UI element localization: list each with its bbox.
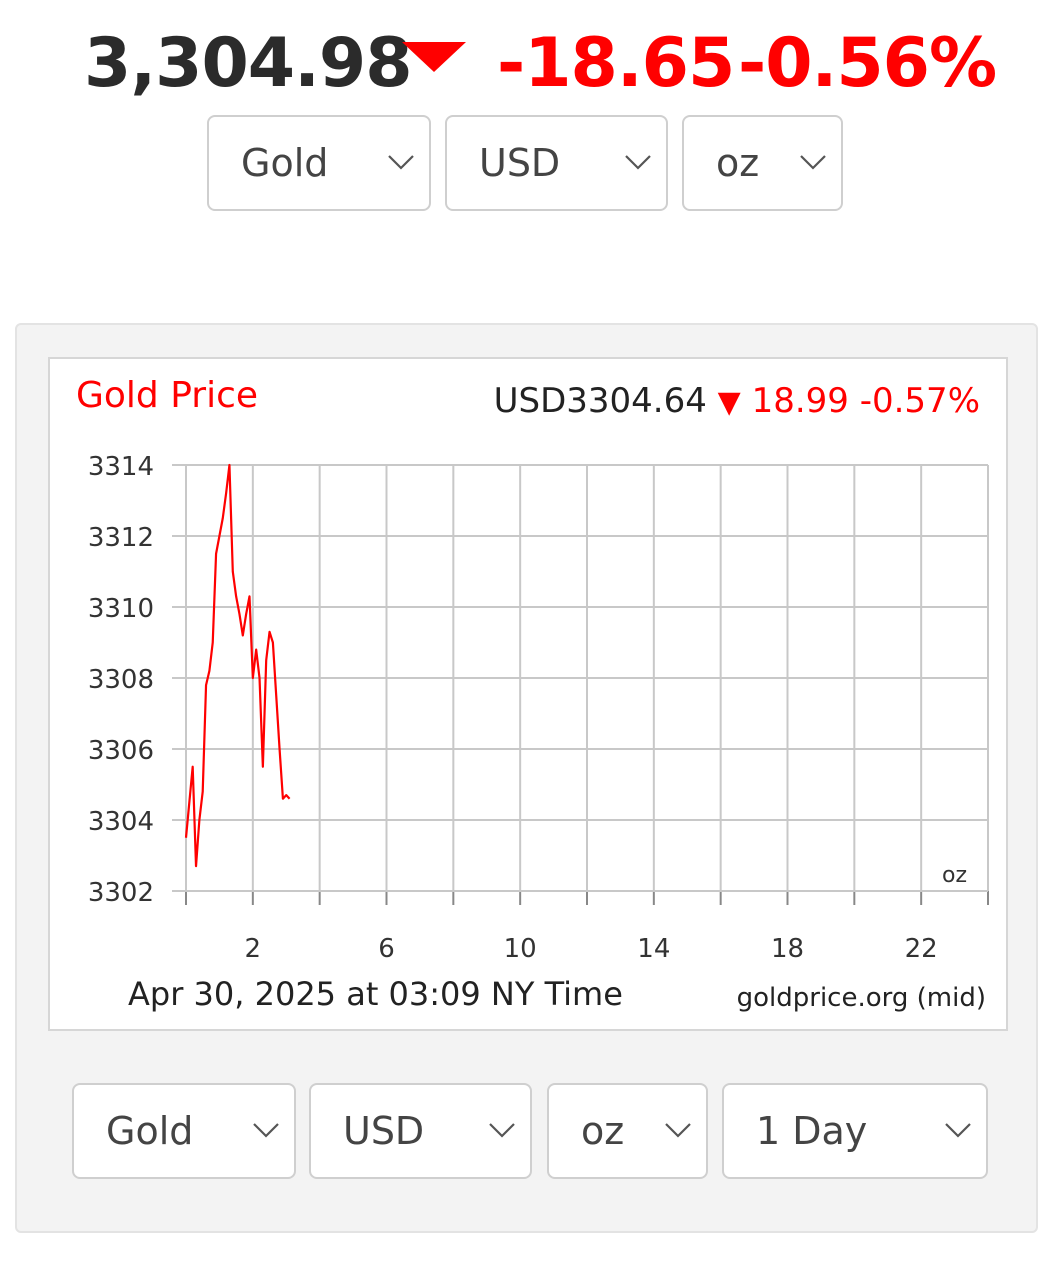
chevron-down-icon [489, 1123, 515, 1138]
chevron-down-icon [625, 155, 651, 170]
y-tick-label: 3306 [88, 736, 154, 766]
metal-select-top[interactable]: Gold [207, 115, 431, 211]
metal-select-bottom-value: Gold [106, 1109, 194, 1153]
gold-price-chart: 3302 3304 3306 3308 3310 3312 3314 2 6 10 14 18 22 G… [48, 357, 1008, 1031]
x-tick-label: 14 [637, 934, 670, 964]
y-tick-label: 3312 [88, 523, 154, 553]
chart-title: Gold Price [76, 375, 259, 416]
chevron-down-icon [253, 1123, 279, 1138]
chevron-down-icon [665, 1123, 691, 1138]
y-tick-label: 3314 [88, 452, 154, 482]
chart-panel: 3302 3304 3306 3308 3310 3312 3314 2 6 10 14 18 22 G… [15, 323, 1038, 1233]
price-ticker: 3,304.98 -18.65 -0.56% [0, 22, 1056, 112]
y-tick-label: 3302 [88, 878, 154, 908]
y-tick-label: 3304 [88, 807, 154, 837]
down-arrow-icon [402, 42, 466, 72]
x-tick-label: 22 [905, 934, 938, 964]
unit-select-bottom[interactable]: oz [547, 1083, 708, 1179]
unit-select-top[interactable]: oz [682, 115, 843, 211]
currency-select-bottom[interactable]: USD [309, 1083, 532, 1179]
unit-select-bottom-value: oz [581, 1109, 625, 1153]
price-change: -18.65 [497, 24, 735, 103]
timeframe-select-bottom[interactable]: 1 Day [722, 1083, 988, 1179]
chart-timestamp: Apr 30, 2025 at 03:09 NY Time [128, 975, 623, 1013]
y-tick-label: 3310 [88, 594, 154, 624]
metal-select-bottom[interactable]: Gold [72, 1083, 296, 1179]
timeframe-select-bottom-value: 1 Day [756, 1109, 868, 1153]
chart-source: goldprice.org (mid) [736, 983, 986, 1013]
x-tick-label: 18 [771, 934, 804, 964]
chart-header-change-percent: -0.57% [859, 381, 980, 421]
chart-header-price-value: USD3304.64 [493, 381, 707, 421]
chevron-down-icon [388, 155, 414, 170]
x-tick-label: 6 [378, 934, 395, 964]
currency-select-bottom-value: USD [343, 1109, 425, 1153]
x-tick-label: 10 [504, 934, 537, 964]
chart-header-change: 18.99 [751, 381, 849, 421]
current-price: 3,304.98 [84, 24, 413, 103]
currency-select-top[interactable]: USD [445, 115, 668, 211]
price-series-line [184, 463, 291, 868]
chart-header-price: USD3304.64 ▼ 18.99 -0.57% [494, 381, 980, 421]
price-change-percent: -0.56% [738, 24, 997, 103]
y-tick-label: 3308 [88, 665, 154, 695]
unit-select-top-value: oz [716, 141, 760, 185]
currency-select-top-value: USD [479, 141, 561, 185]
metal-select-top-value: Gold [241, 141, 329, 185]
chevron-down-icon [945, 1123, 971, 1138]
chart-down-arrow-icon: ▼ [717, 385, 741, 420]
chart-unit-label: oz [942, 863, 968, 888]
x-tick-label: 2 [245, 934, 262, 964]
chevron-down-icon [800, 155, 826, 170]
chart-plot: 3302 3304 3306 3308 3310 3312 3314 2 6 10 14 18 22 [88, 452, 989, 964]
